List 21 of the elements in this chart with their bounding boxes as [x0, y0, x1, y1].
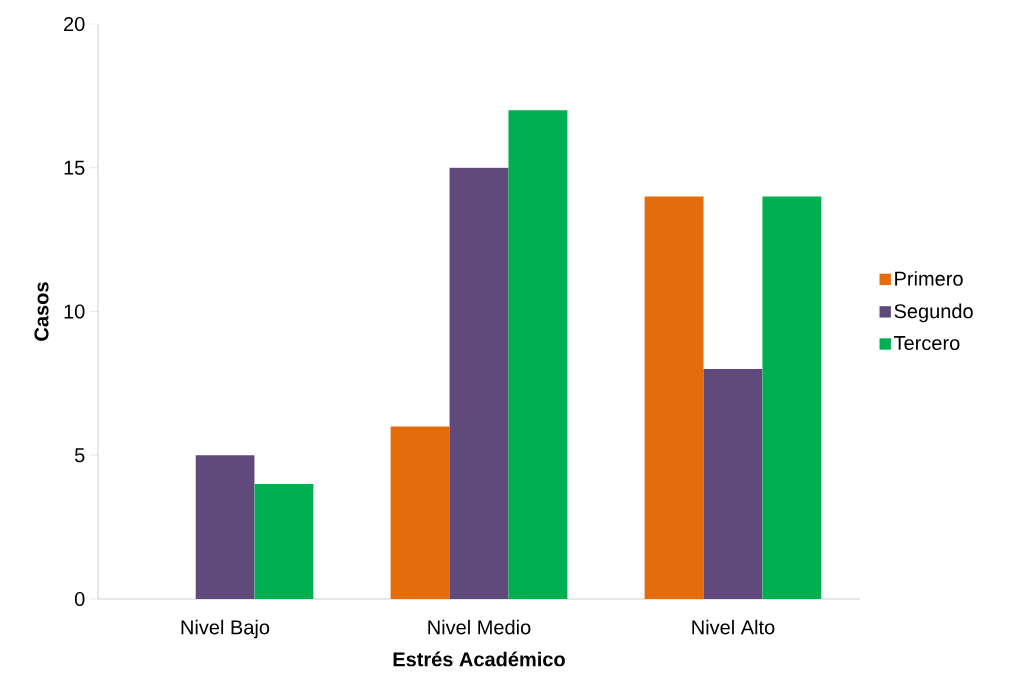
bar	[254, 484, 314, 599]
y-tick-label: 20	[64, 16, 85, 32]
x-tick-label: Nivel Medio	[428, 619, 531, 635]
legend-label: Segundo	[894, 303, 973, 323]
y-tick-label: 10	[64, 304, 85, 319]
y-tick-label: 5	[74, 448, 85, 463]
bar	[508, 110, 568, 599]
y-tick-label: 15	[64, 160, 85, 175]
x-tick-label: Nivel Alto	[692, 619, 775, 635]
bar	[390, 426, 450, 599]
bar	[449, 167, 509, 599]
legend-label: Primero	[895, 271, 963, 286]
bar	[703, 369, 763, 599]
bar	[644, 196, 704, 599]
bar	[762, 196, 822, 599]
x-tick-label: Nivel Bajo	[181, 619, 270, 639]
x-axis-title: Estrés Académico	[393, 651, 565, 667]
legend-label: Tercero	[894, 336, 960, 351]
y-axis-title: Casos	[34, 282, 49, 341]
bar	[195, 455, 255, 599]
y-tick-label: 0	[74, 591, 85, 607]
